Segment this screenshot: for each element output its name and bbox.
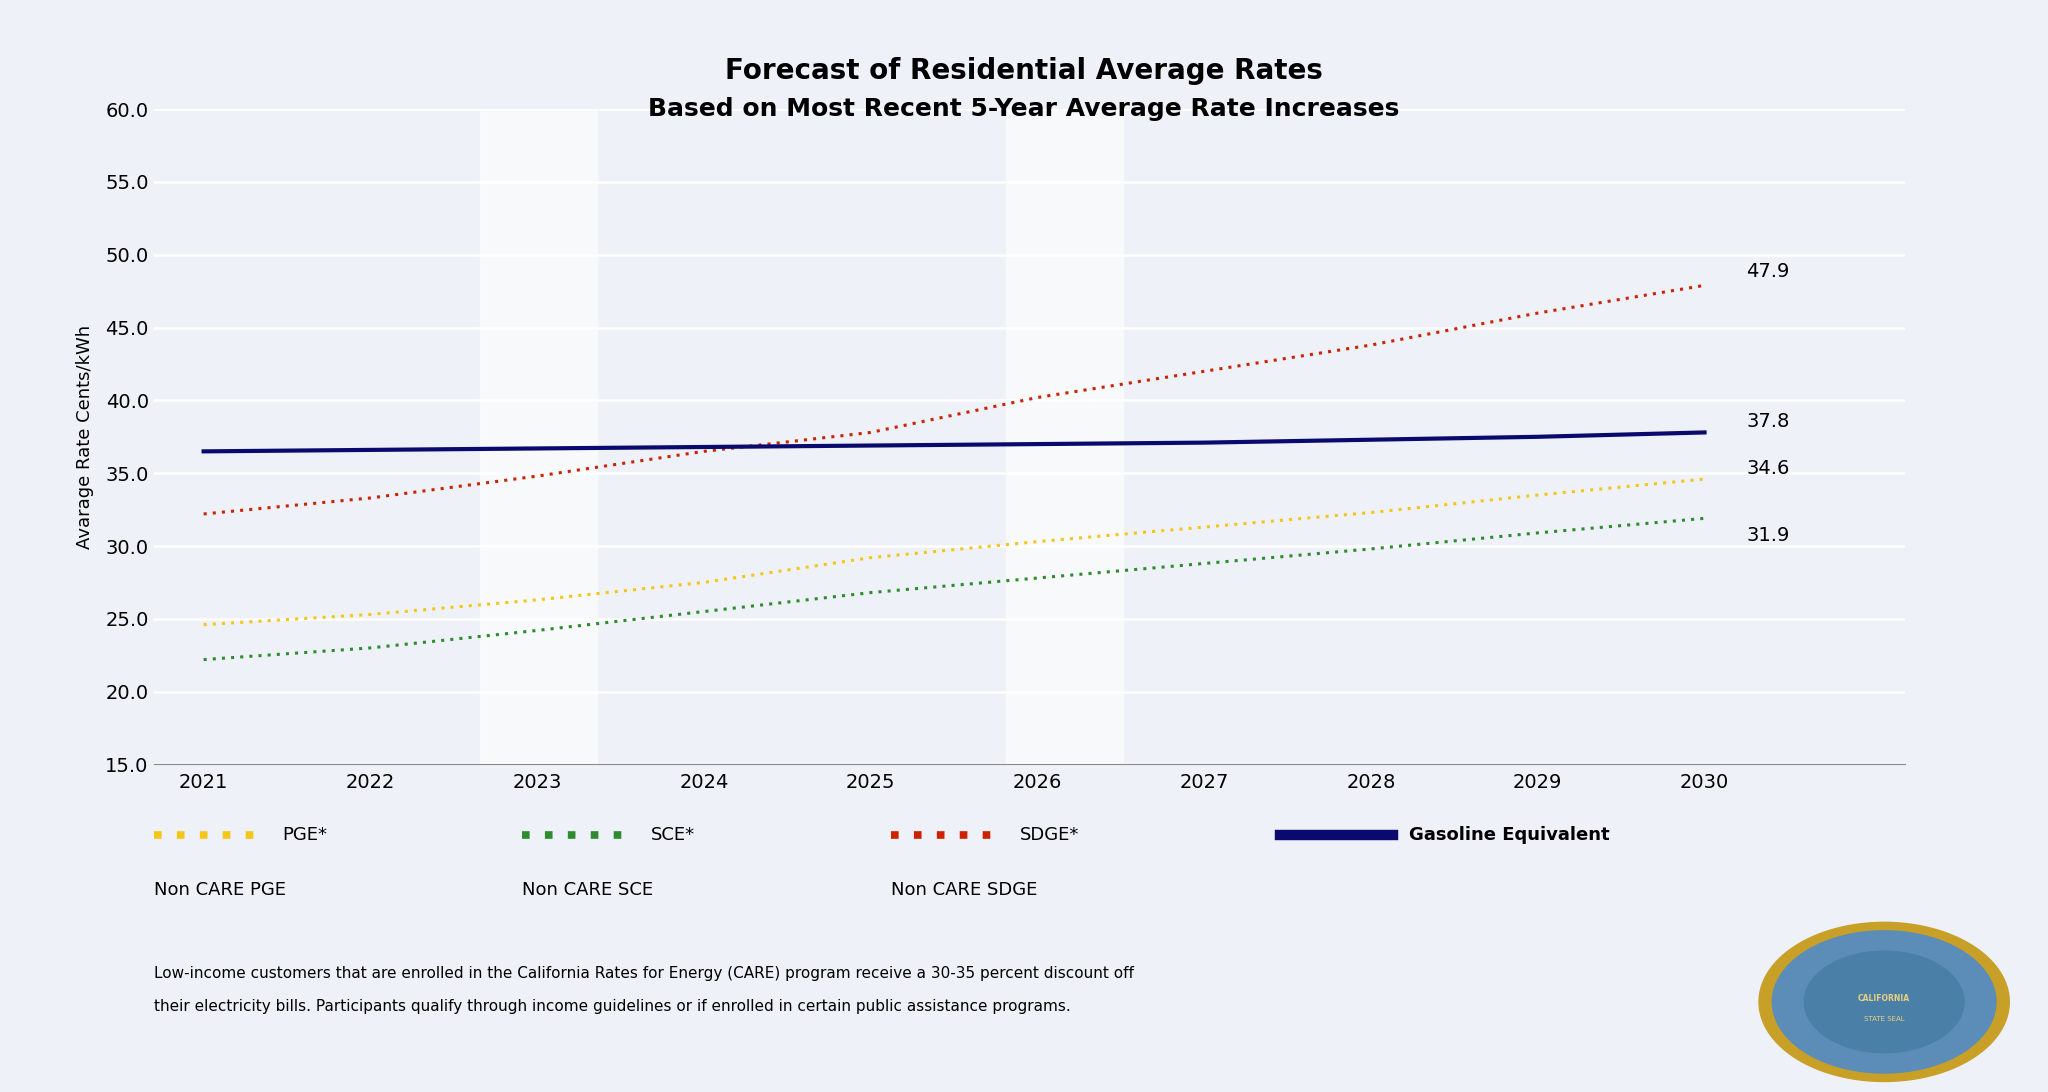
Polygon shape [1772, 930, 1997, 1073]
Text: 47.9: 47.9 [1747, 262, 1790, 281]
Polygon shape [1804, 951, 1964, 1053]
Text: PGE*: PGE* [283, 827, 328, 844]
Text: STATE SEAL: STATE SEAL [1864, 1016, 1905, 1022]
Text: Forecast of Residential Average Rates: Forecast of Residential Average Rates [725, 57, 1323, 85]
Text: their electricity bills. Participants qualify through income guidelines or if en: their electricity bills. Participants qu… [154, 999, 1071, 1014]
Text: 34.6: 34.6 [1747, 459, 1790, 477]
Text: 31.9: 31.9 [1747, 525, 1790, 545]
Polygon shape [1759, 923, 2009, 1081]
Bar [481, 109, 598, 764]
Text: Non CARE SDGE: Non CARE SDGE [891, 881, 1036, 899]
Text: Non CARE SCE: Non CARE SCE [522, 881, 653, 899]
Bar [1006, 109, 1122, 764]
Text: 37.8: 37.8 [1747, 412, 1790, 431]
Text: SCE*: SCE* [651, 827, 696, 844]
Text: Non CARE PGE: Non CARE PGE [154, 881, 285, 899]
Text: SDGE*: SDGE* [1020, 827, 1079, 844]
Text: CALIFORNIA: CALIFORNIA [1858, 994, 1911, 1004]
Text: Based on Most Recent 5-Year Average Rate Increases: Based on Most Recent 5-Year Average Rate… [649, 97, 1399, 121]
Y-axis label: Avarage Rate Cents/kWh: Avarage Rate Cents/kWh [76, 324, 94, 549]
Text: Low-income customers that are enrolled in the California Rates for Energy (CARE): Low-income customers that are enrolled i… [154, 966, 1133, 982]
Text: Gasoline Equivalent: Gasoline Equivalent [1409, 827, 1610, 844]
